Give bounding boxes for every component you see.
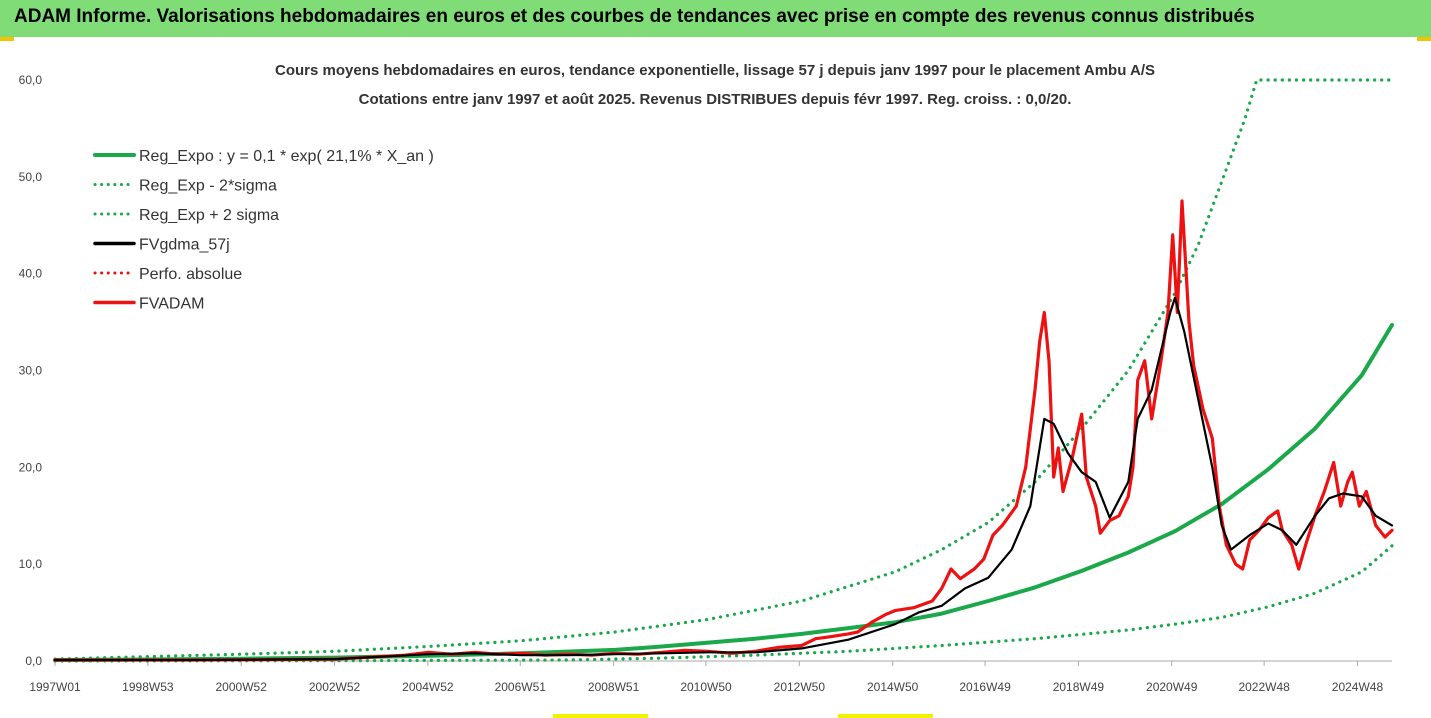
series-line-3 xyxy=(53,296,1394,662)
x-tick-label: 1998W53 xyxy=(122,680,174,694)
y-tick-label: 50,0 xyxy=(19,170,43,184)
y-tick-label: 30,0 xyxy=(19,364,43,378)
chart-title: Cours moyens hebdomadaires en euros, ten… xyxy=(275,62,1155,79)
y-tick-label: 60,0 xyxy=(19,73,43,87)
x-tick-label: 2012W50 xyxy=(774,680,826,694)
legend-label: Perfo. absolue xyxy=(139,266,242,283)
y-tick-label: 20,0 xyxy=(19,460,43,474)
corner-accent-right xyxy=(1417,37,1431,41)
y-tick-label: 40,0 xyxy=(19,267,43,281)
bottom-accent-left xyxy=(553,714,648,718)
x-tick-label: 2014W50 xyxy=(867,680,919,694)
x-tick-label: 2002W52 xyxy=(309,680,361,694)
x-axis-ticks: 1997W01 1998W53 2000W52 2002W52 2004W52 2006W… xyxy=(29,661,1383,694)
x-tick-label: 2004W52 xyxy=(402,680,454,694)
series-line-5 xyxy=(53,199,1394,662)
x-tick-label: 1997W01 xyxy=(29,680,81,694)
line-chart: Cours moyens hebdomadaires en euros, ten… xyxy=(19,62,1394,694)
page-banner-title: ADAM Informe. Valorisations hebdomadaire… xyxy=(0,0,1431,37)
x-tick-label: 2000W52 xyxy=(216,680,268,694)
x-tick-label: 2022W48 xyxy=(1238,680,1290,694)
series-layer xyxy=(53,78,1394,663)
series-line-1 xyxy=(53,544,1394,663)
x-tick-label: 2010W50 xyxy=(680,680,732,694)
x-tick-label: 2024W48 xyxy=(1332,680,1384,694)
y-tick-label: 0,0 xyxy=(25,654,42,668)
legend: Reg_Expo : y = 0,1 * exp( 21,1% * X_an )… xyxy=(93,148,434,313)
y-tick-label: 10,0 xyxy=(19,557,43,571)
x-tick-label: 2008W51 xyxy=(588,680,640,694)
series-line-2 xyxy=(53,78,1394,661)
bottom-accent-right xyxy=(838,714,933,718)
x-tick-label: 2020W49 xyxy=(1146,680,1198,694)
legend-label: Reg_Exp - 2*sigma xyxy=(139,178,277,195)
legend-label: FVgdma_57j xyxy=(139,237,230,254)
x-tick-label: 2018W49 xyxy=(1053,680,1105,694)
chart-subtitle: Cotations entre janv 1997 et août 2025. … xyxy=(359,91,1072,108)
legend-label: Reg_Exp + 2 sigma xyxy=(139,207,279,224)
x-tick-label: 2016W49 xyxy=(959,680,1011,694)
legend-label: Reg_Expo : y = 0,1 * exp( 21,1% * X_an ) xyxy=(139,148,434,165)
series-line-0 xyxy=(53,323,1394,662)
x-tick-label: 2006W51 xyxy=(495,680,547,694)
legend-label: FVADAM xyxy=(139,296,204,313)
corner-accent-left xyxy=(0,37,14,41)
y-axis-ticks: 0,0 10,0 20,0 30,0 40,0 50,0 60,0 xyxy=(19,73,43,668)
